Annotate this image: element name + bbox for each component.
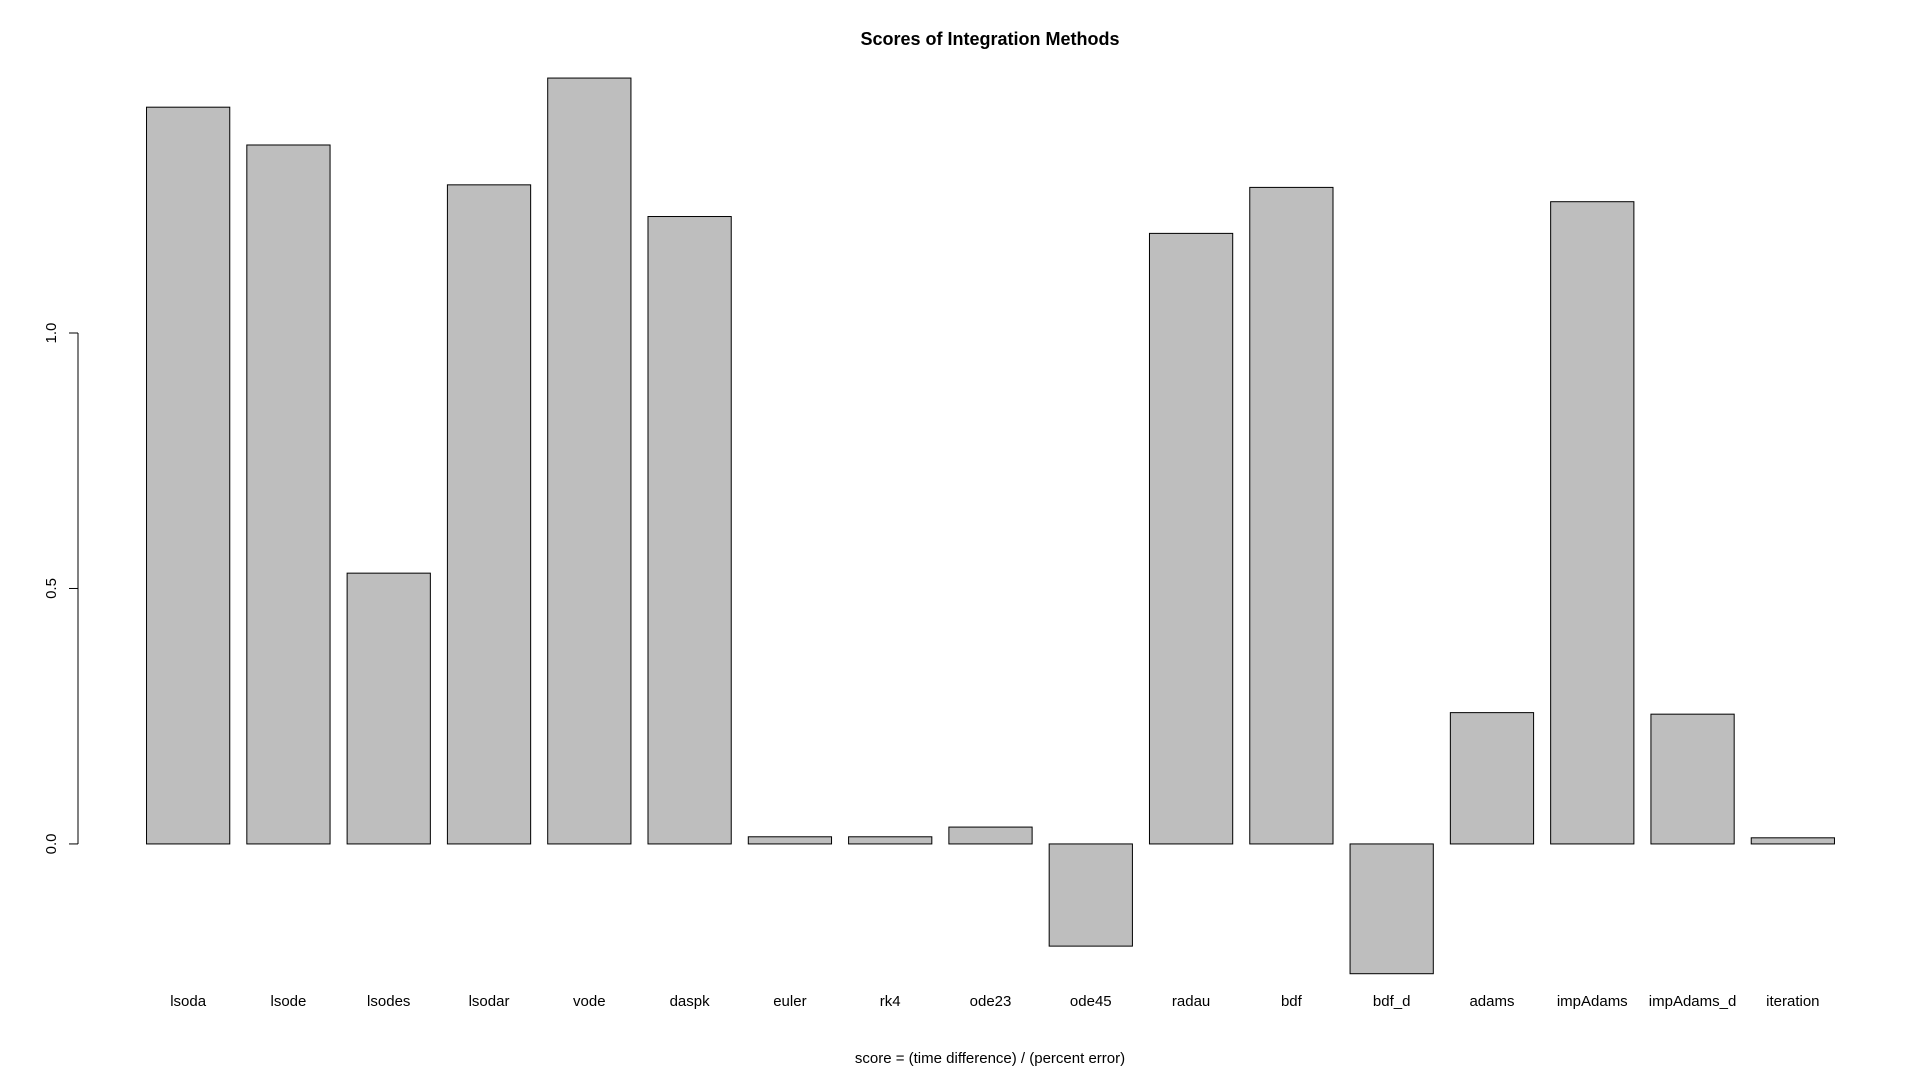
bar <box>848 836 933 845</box>
bar <box>346 572 431 845</box>
x-tick-label: radau <box>1172 993 1210 1010</box>
bar <box>1048 843 1133 947</box>
bar <box>1349 843 1434 975</box>
bar <box>948 826 1033 845</box>
bar <box>1249 186 1334 845</box>
x-tick-label: lsoda <box>170 993 207 1010</box>
x-tick-label: lsode <box>271 993 307 1010</box>
x-tick-label: ode23 <box>970 993 1012 1010</box>
x-tick-label: impAdams_d <box>1649 993 1737 1010</box>
x-tick-label: adams <box>1469 993 1514 1010</box>
bar <box>1750 837 1835 845</box>
bar <box>647 216 732 845</box>
x-tick-label: iteration <box>1766 993 1819 1010</box>
bar <box>1449 712 1535 845</box>
y-tick-label: 1.0 <box>43 323 60 344</box>
bar <box>246 144 331 845</box>
x-axis-label: score = (time difference) / (percent err… <box>855 1050 1125 1067</box>
bar <box>747 836 833 845</box>
bar <box>446 184 532 845</box>
x-tick-label: daspk <box>670 993 711 1010</box>
x-tick-label: ode45 <box>1070 993 1112 1010</box>
x-tick-label: lsodes <box>367 993 410 1010</box>
bar <box>1148 232 1234 845</box>
bar <box>547 77 632 845</box>
x-tick-label: lsodar <box>469 993 510 1010</box>
bar <box>1550 201 1635 845</box>
y-tick-label: 0.5 <box>43 578 60 599</box>
bar <box>1650 713 1735 845</box>
chart-title: Scores of Integration Methods <box>860 29 1119 49</box>
bar <box>146 106 231 845</box>
x-tick-label: vode <box>573 993 606 1010</box>
x-tick-label: bdf <box>1281 993 1303 1010</box>
y-tick-label: 0.0 <box>43 834 60 855</box>
x-tick-label: bdf_d <box>1373 993 1411 1010</box>
x-tick-label: euler <box>773 993 806 1010</box>
x-tick-label: rk4 <box>880 993 901 1010</box>
x-tick-label: impAdams <box>1557 993 1628 1010</box>
